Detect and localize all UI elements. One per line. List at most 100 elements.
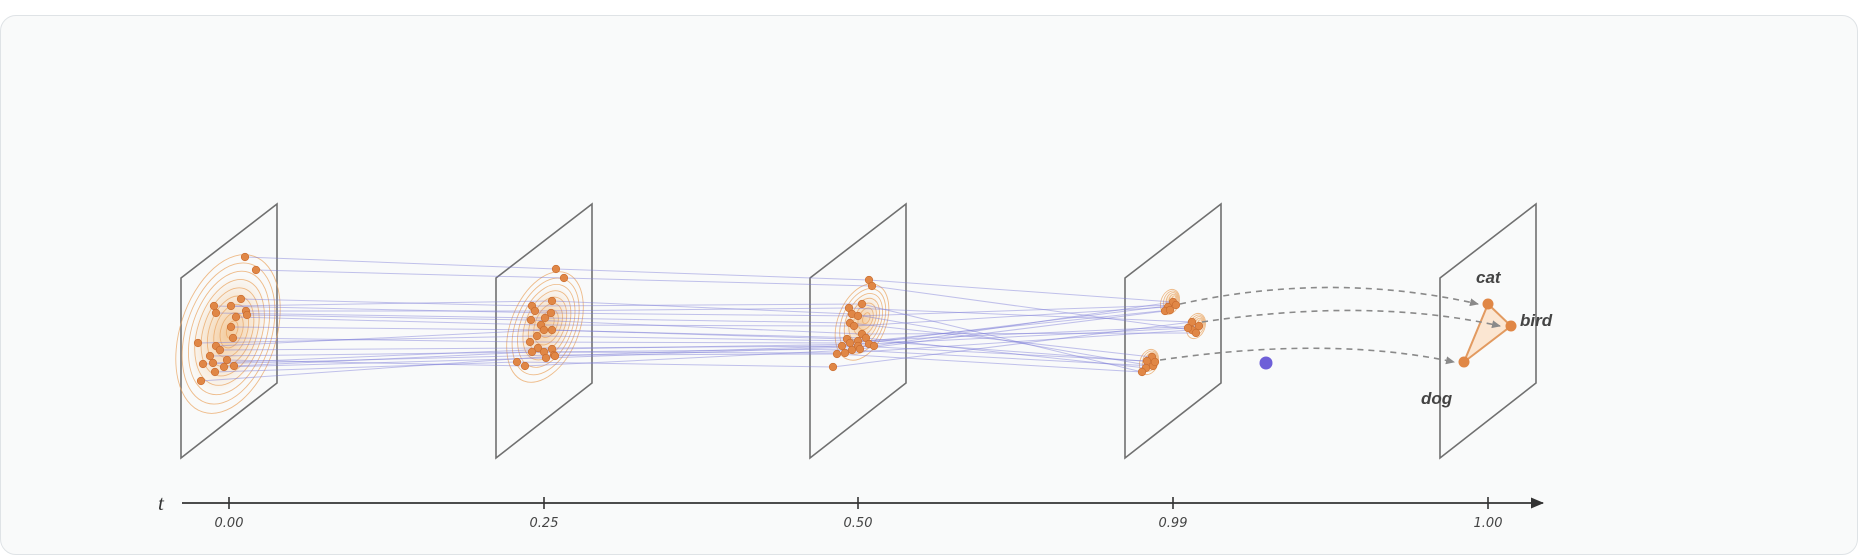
trajectory-line <box>212 348 553 364</box>
trajectory-line <box>537 345 859 349</box>
trajectory-line <box>868 279 1174 303</box>
trajectory-line <box>214 361 518 373</box>
flow-arrows <box>1159 286 1501 365</box>
sample-point <box>832 349 842 359</box>
tick-label-0: 0.00 <box>215 516 244 531</box>
sample-point <box>533 343 543 353</box>
sample-point <box>209 301 219 311</box>
trajectory-line <box>861 332 1197 335</box>
trajectory-line <box>240 298 533 307</box>
sample-point <box>845 338 855 348</box>
sample-point <box>193 338 203 348</box>
trajectory-line <box>543 348 861 353</box>
sample-point <box>1191 328 1201 338</box>
arrow-to-cat <box>1179 286 1479 307</box>
trajectory-line <box>555 268 870 281</box>
current-state-dot <box>1259 356 1273 370</box>
trajectory-line <box>233 351 533 367</box>
sample-point <box>520 361 530 371</box>
trajectory-line <box>543 329 867 339</box>
sample-point <box>236 294 246 304</box>
density-glow <box>188 274 268 394</box>
trajectory-line <box>868 327 1189 345</box>
sample-point <box>837 341 847 351</box>
trajectory-line <box>544 317 851 324</box>
sample-point <box>1171 300 1181 310</box>
sample-point <box>547 296 557 306</box>
sample-point <box>867 281 877 291</box>
sample-point <box>219 362 229 372</box>
trajectory-line <box>215 329 545 347</box>
trajectory-line <box>540 324 855 327</box>
trajectory-line <box>846 338 1156 363</box>
trajectory-line <box>851 349 1154 367</box>
time-axis: t 0.00 0.25 0.50 0.99 1.00 <box>158 491 1544 531</box>
trajectory-line <box>857 325 1200 342</box>
sample-point <box>526 315 536 325</box>
trajectory-line <box>530 319 863 335</box>
plane-t099 <box>1124 202 1222 460</box>
trajectory-line <box>531 303 863 307</box>
trajectory-line <box>215 312 546 319</box>
sample-point <box>222 355 232 365</box>
trajectory-line <box>857 345 1148 362</box>
trajectory-line <box>230 326 553 331</box>
trajectory-line <box>536 335 859 342</box>
trajectory-line <box>246 314 532 321</box>
density-contour-ring <box>175 254 281 414</box>
sample-point <box>242 310 252 320</box>
trajectory-line <box>851 313 1154 367</box>
sample-point <box>547 325 557 335</box>
trajectory-line <box>516 361 834 368</box>
trajectory-line <box>235 316 542 326</box>
tick-label-1: 0.25 <box>530 516 559 531</box>
sample-point <box>546 308 556 318</box>
trajectory-line <box>202 354 555 365</box>
class-label-cat: cat <box>1476 268 1502 287</box>
trajectory-line <box>836 353 1143 373</box>
tick-label-2: 0.50 <box>844 516 873 531</box>
trajectory-line <box>832 321 1193 368</box>
sample-point <box>541 353 551 363</box>
trajectory-line <box>230 300 553 307</box>
class-label-bird: bird <box>1520 311 1553 330</box>
trajectory-line <box>545 345 875 359</box>
sample-point <box>211 308 221 318</box>
density-contour-ring <box>187 270 271 396</box>
sample-point <box>857 299 867 309</box>
sample-point <box>240 252 250 262</box>
sample-point <box>540 313 550 323</box>
simplex-triangle <box>1461 302 1513 366</box>
class-simplex <box>1458 298 1517 368</box>
sample-points <box>193 252 1204 386</box>
trajectory-line <box>531 351 846 354</box>
sample-point <box>550 351 560 361</box>
trajectory-line <box>871 285 1193 331</box>
density-contour-ring <box>219 312 244 349</box>
sample-point <box>551 264 561 274</box>
trajectory-line <box>550 312 859 317</box>
density-contour-ring <box>538 309 559 338</box>
trajectory-line <box>209 351 545 357</box>
trajectory-line <box>223 357 547 368</box>
density-contour-ring <box>181 262 276 405</box>
sample-point <box>512 357 522 367</box>
trajectory-line <box>232 337 531 343</box>
diagram-panel <box>0 15 1858 555</box>
trajectory-line <box>255 269 565 279</box>
sample-point <box>210 367 220 377</box>
sample-point <box>196 376 206 386</box>
time-axis-label: t <box>158 491 165 515</box>
trajectory-line <box>197 335 538 344</box>
trajectory-line <box>534 307 850 312</box>
vertex-bird <box>1505 320 1517 332</box>
sample-point <box>226 322 236 332</box>
trajectory-line <box>563 277 873 287</box>
trajectory-line <box>213 305 552 314</box>
trajectory-line <box>853 306 1169 327</box>
density-contour-ring <box>522 290 572 361</box>
trajectory-line <box>226 359 526 367</box>
trajectory-line <box>551 329 848 340</box>
sample-point <box>1150 357 1160 367</box>
sample-point <box>198 359 208 369</box>
